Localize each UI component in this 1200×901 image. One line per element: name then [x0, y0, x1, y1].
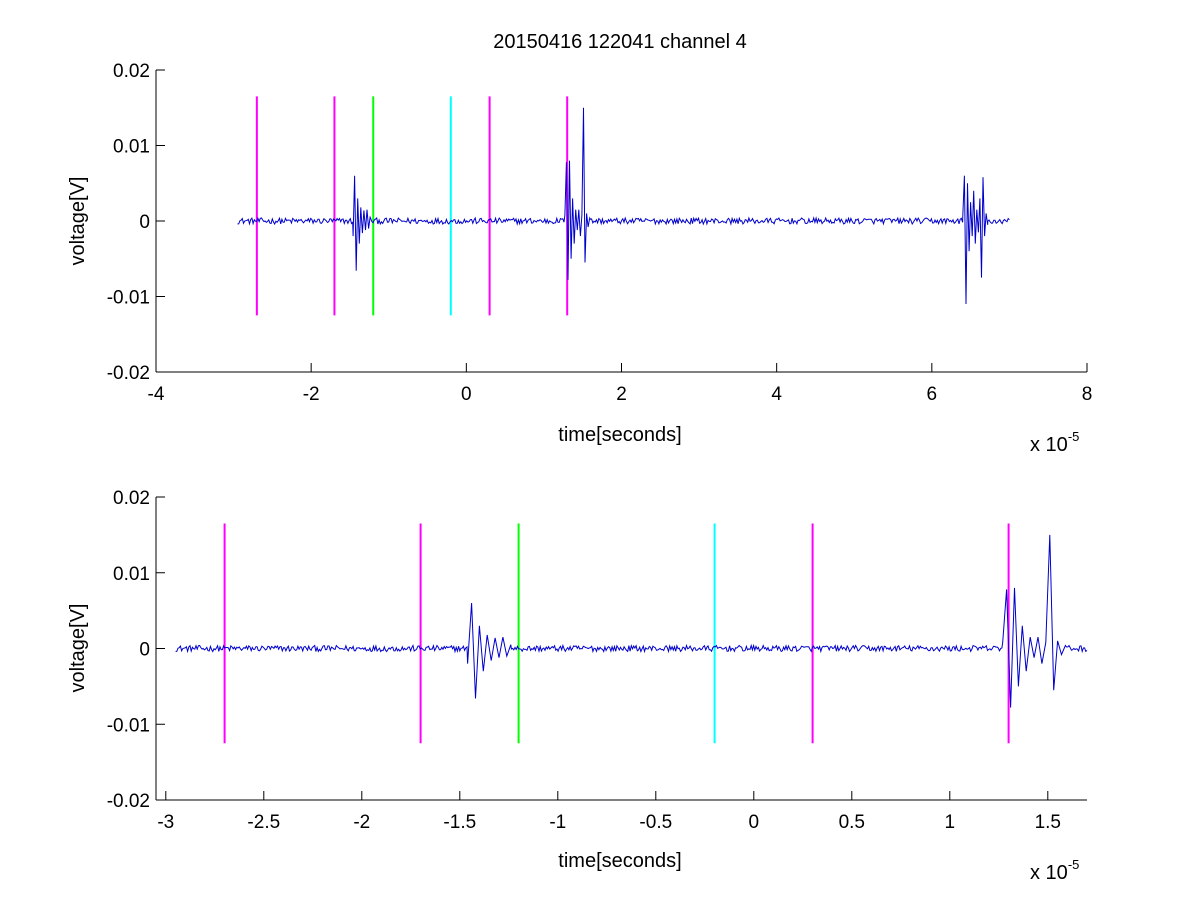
bottom-y-axis-label: voltage[V] — [67, 604, 89, 693]
top-signal-line — [237, 107, 1010, 305]
bottom-x-tick-label: -2 — [353, 812, 370, 833]
top-x-tick-label: 0 — [461, 384, 472, 405]
top-x-tick-label: 2 — [616, 384, 627, 405]
bottom-y-tick-label: 0 — [139, 640, 150, 661]
top-subplot: -4 -2 0 2 4 6 8 0.02 0.01 0 -0.01 -0.02 time[secon… — [67, 61, 1092, 456]
top-x-multiplier: x 10-5 — [1030, 429, 1079, 456]
top-y-tick-label: 0 — [139, 212, 150, 233]
top-x-tick-label: 8 — [1082, 384, 1093, 405]
bottom-y-tick-label: -0.02 — [107, 791, 150, 812]
top-x-axis-label: time[seconds] — [558, 424, 681, 446]
bottom-y-tick-label: 0.01 — [113, 564, 150, 585]
bottom-x-tick-label: -0.5 — [639, 812, 672, 833]
top-y-axis-label: voltage[V] — [67, 177, 89, 266]
top-x-tick-label: 4 — [771, 384, 782, 405]
bottom-y-tick-label: 0.02 — [113, 488, 150, 509]
bottom-subplot: -3 -2.5 -2 -1.5 -1 -0.5 0 0.5 1 1.5 0.02 0.01 0 -0.0… — [67, 488, 1088, 884]
top-y-tick-label: -0.01 — [107, 288, 150, 309]
bottom-x-tick-label: -3 — [157, 812, 174, 833]
bottom-x-tick-label: 1 — [945, 812, 956, 833]
bottom-x-tick-label: 0 — [749, 812, 760, 833]
bottom-x-tick-label: 1.5 — [1035, 812, 1061, 833]
top-x-ticks: -4 -2 0 2 4 6 8 — [148, 363, 1093, 405]
top-series — [237, 107, 1010, 305]
bottom-x-axis-label: time[seconds] — [558, 850, 681, 872]
top-y-tick-label: 0.02 — [113, 61, 150, 82]
bottom-x-tick-label: 0.5 — [839, 812, 865, 833]
top-x-tick-label: -2 — [303, 384, 320, 405]
bottom-x-multiplier-base: x 10 — [1030, 862, 1068, 884]
bottom-x-tick-label: -1.5 — [443, 812, 476, 833]
bottom-x-tick-label: -1 — [549, 812, 566, 833]
top-x-multiplier-base: x 10 — [1030, 434, 1068, 456]
bottom-x-tick-label: -2.5 — [247, 812, 280, 833]
top-x-tick-label: 6 — [927, 384, 938, 405]
bottom-x-ticks: -3 -2.5 -2 -1.5 -1 -0.5 0 0.5 1 1.5 — [157, 791, 1061, 833]
bottom-y-ticks: 0.02 0.01 0 -0.01 -0.02 — [107, 488, 165, 812]
bottom-y-tick-label: -0.01 — [107, 715, 150, 736]
top-y-ticks: 0.02 0.01 0 -0.01 -0.02 — [107, 61, 165, 384]
top-x-multiplier-exponent: -5 — [1068, 429, 1080, 444]
bottom-x-multiplier-exponent: -5 — [1068, 857, 1080, 872]
bottom-marker-lines — [223, 523, 1010, 744]
bottom-x-multiplier: x 10-5 — [1030, 857, 1079, 884]
bottom-series — [175, 534, 1088, 708]
top-y-tick-label: -0.02 — [107, 363, 150, 384]
bottom-signal-line — [175, 534, 1088, 708]
top-y-tick-label: 0.01 — [113, 137, 150, 158]
top-x-tick-label: -4 — [148, 384, 165, 405]
figure-title: 20150416 122041 channel 4 — [493, 31, 747, 53]
